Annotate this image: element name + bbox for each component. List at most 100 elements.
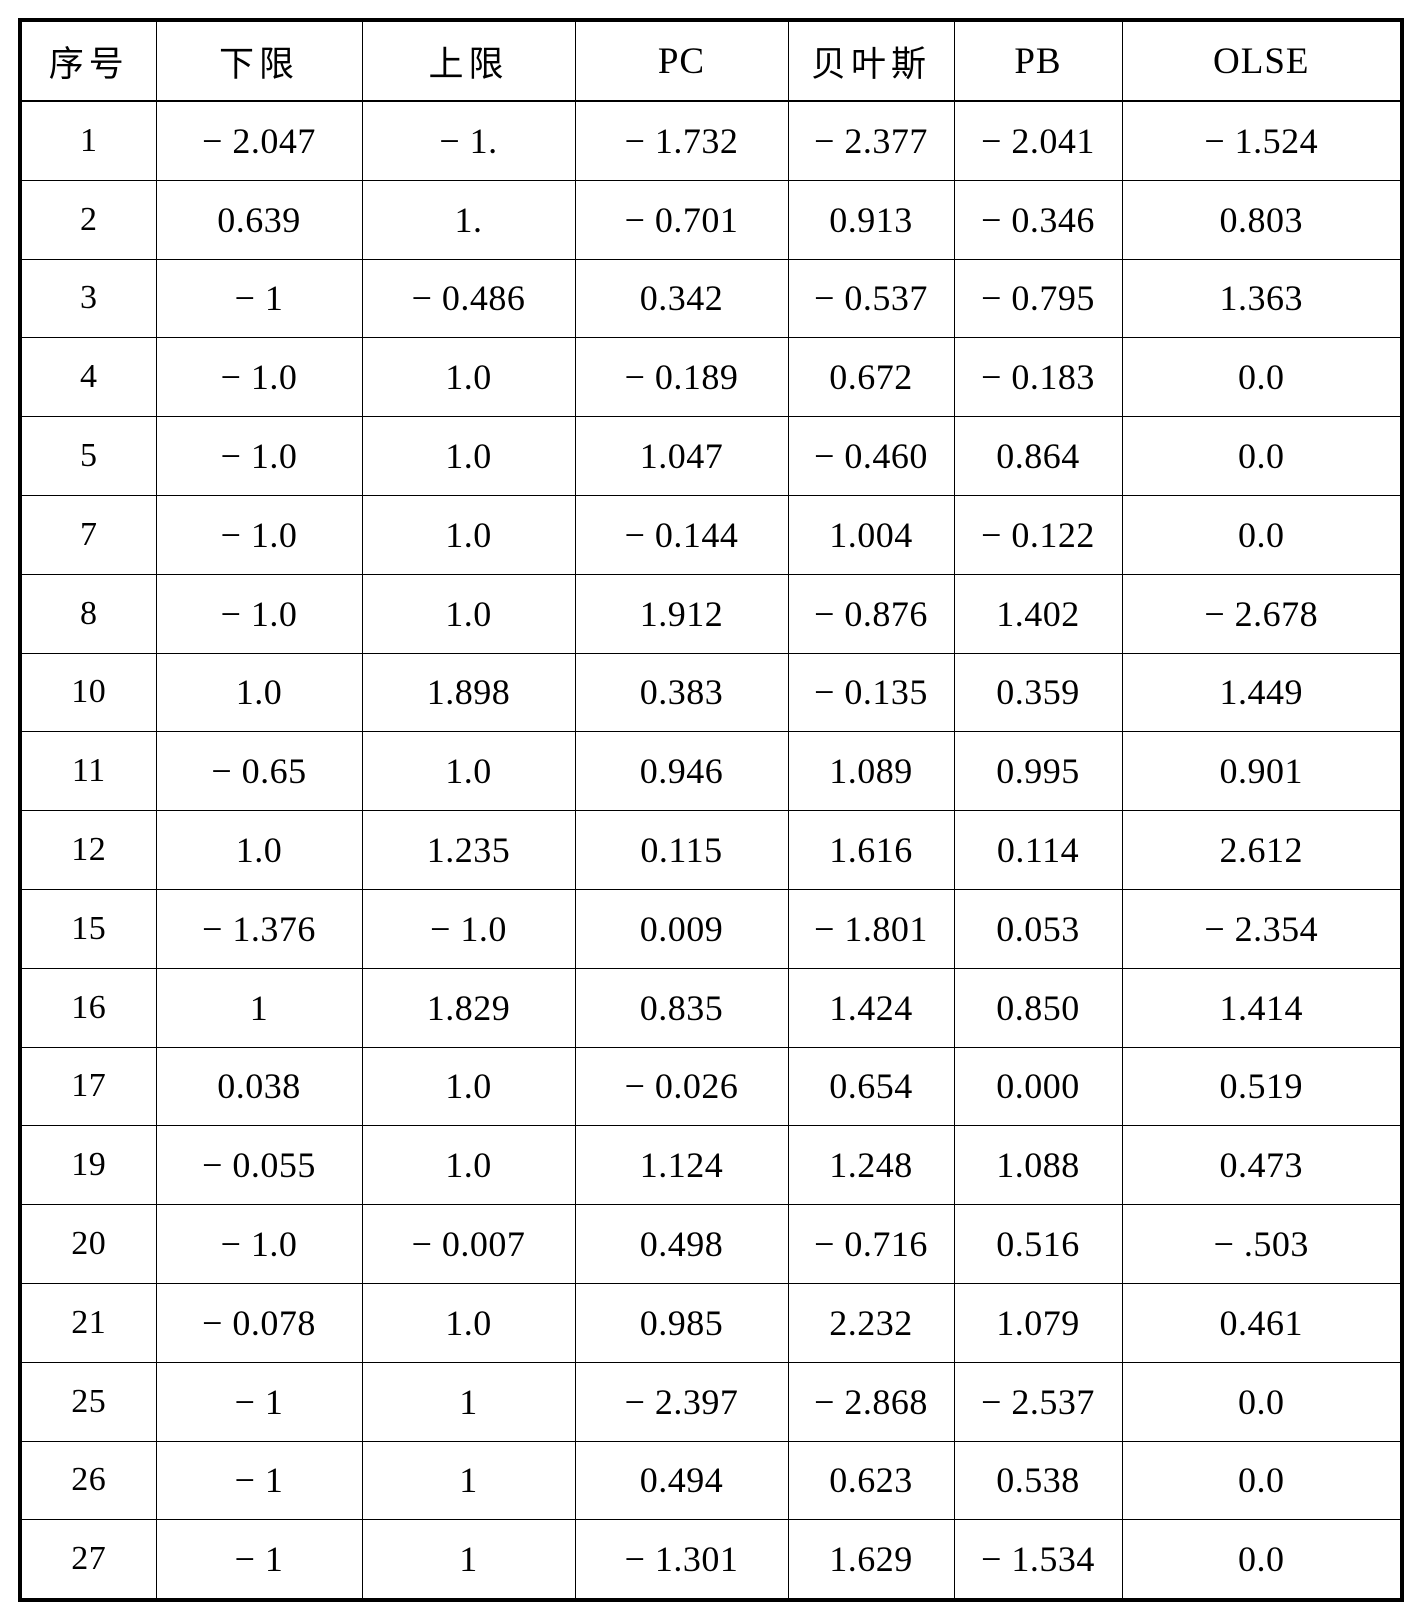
cell-upper: 1.0 [361,1046,576,1127]
table-row: 15− 1.376− 1.0 0.009− 1.801 0.053− 2.354 [19,888,1403,969]
table-row: 5− 1.0 1.0 1.047− 0.460 0.864 0.0 [19,416,1403,496]
cell-idx: 21 [19,1282,157,1363]
table-row: 26− 1 1 0.494 0.623 0.538 0.0 [19,1440,1403,1521]
cell-bayes: 1.004 [787,494,955,575]
cell-idx: 10 [19,652,157,733]
cell-lower: − 1 [155,1519,363,1601]
cell-lower: − 1.376 [155,888,363,969]
cell-olse: − 2.678 [1121,573,1403,654]
cell-olse: 1.449 [1121,652,1403,733]
header-row: 序号 下限 上限 PC 贝叶斯 PB OLSE [19,19,1403,102]
cell-pc: − 1.732 [574,100,789,181]
cell-pb: − 0.795 [953,258,1123,339]
cell-bayes: − 2.868 [787,1361,955,1442]
cell-upper: 1.0 [361,1125,576,1206]
cell-olse: 1.363 [1121,258,1403,339]
table-row: 8− 1.0 1.0 1.912− 0.876 1.402− 2.678 [19,573,1403,654]
cell-bayes: 0.654 [787,1046,955,1127]
cell-bayes: 1.616 [787,810,955,890]
cell-idx: 19 [19,1125,157,1206]
table-row: 17 0.038 1.0− 0.026 0.654 0.000 0.519 [19,1046,1403,1127]
cell-pc: 0.009 [574,888,789,969]
column-header-bayes: 贝叶斯 [787,19,955,102]
cell-bayes: − 0.460 [787,416,955,496]
cell-lower: − 0.078 [155,1282,363,1363]
cell-idx: 12 [19,810,157,890]
cell-pc: 0.115 [574,810,789,890]
cell-upper: 1 [361,1440,576,1521]
cell-pc: 0.985 [574,1282,789,1363]
cell-olse: 0.0 [1121,337,1403,418]
table-row: 16 1 1.829 0.835 1.424 0.850 1.414 [19,967,1403,1048]
cell-pc: 0.946 [574,731,789,812]
cell-olse: 1.414 [1121,967,1403,1048]
cell-lower: 1.0 [155,810,363,890]
column-header-lower: 下限 [155,19,363,102]
cell-upper: 1.0 [361,337,576,418]
cell-bayes: 1.629 [787,1519,955,1601]
cell-pb: − 1.534 [953,1519,1123,1601]
cell-idx: 15 [19,888,157,969]
cell-pc: 1.912 [574,573,789,654]
results-table: 序号 下限 上限 PC 贝叶斯 PB OLSE 1− 2.047− 1. − 1.732− 2… [18,18,1404,1602]
cell-olse: − .503 [1121,1204,1403,1284]
cell-pc: 1.124 [574,1125,789,1206]
cell-idx: 3 [19,258,157,339]
cell-upper: 1. [361,179,576,260]
cell-upper: 1 [361,1519,576,1601]
column-header-upper: 上限 [361,19,576,102]
cell-bayes: − 0.876 [787,573,955,654]
cell-lower: − 1 [155,258,363,339]
cell-olse: − 2.354 [1121,888,1403,969]
cell-olse: 0.0 [1121,1440,1403,1521]
cell-pb: 0.850 [953,967,1123,1048]
cell-pc: − 0.701 [574,179,789,260]
cell-bayes: 2.232 [787,1282,955,1363]
cell-upper: 1.0 [361,494,576,575]
cell-pb: 0.995 [953,731,1123,812]
cell-bayes: 0.913 [787,179,955,260]
cell-upper: 1.898 [361,652,576,733]
cell-idx: 7 [19,494,157,575]
cell-olse: 0.0 [1121,494,1403,575]
cell-lower: − 2.047 [155,100,363,181]
cell-lower: − 1 [155,1440,363,1521]
table-row: 3− 1− 0.486 0.342− 0.537− 0.795 1.363 [19,258,1403,339]
cell-idx: 4 [19,337,157,418]
cell-lower: − 0.055 [155,1125,363,1206]
cell-upper: − 1.0 [361,888,576,969]
cell-bayes: − 2.377 [787,100,955,181]
cell-pc: 0.835 [574,967,789,1048]
cell-lower: 0.639 [155,179,363,260]
cell-pc: 0.342 [574,258,789,339]
cell-upper: 1.0 [361,1282,576,1363]
cell-lower: − 1.0 [155,494,363,575]
cell-pb: 0.000 [953,1046,1123,1127]
cell-lower: 0.038 [155,1046,363,1127]
cell-upper: − 0.486 [361,258,576,339]
cell-bayes: 1.248 [787,1125,955,1206]
cell-upper: 1.235 [361,810,576,890]
table-row: 20− 1.0− 0.007 0.498− 0.716 0.516− .503 [19,1204,1403,1284]
cell-pc: − 0.189 [574,337,789,418]
cell-olse: 0.0 [1121,1519,1403,1601]
cell-olse: 0.901 [1121,731,1403,812]
cell-pb: 0.114 [953,810,1123,890]
cell-upper: 1.0 [361,416,576,496]
cell-pb: − 0.183 [953,337,1123,418]
cell-bayes: 1.424 [787,967,955,1048]
cell-olse: − 1.524 [1121,100,1403,181]
cell-bayes: 1.089 [787,731,955,812]
cell-pb: 0.359 [953,652,1123,733]
table-header: 序号 下限 上限 PC 贝叶斯 PB OLSE [19,19,1403,102]
cell-upper: 1 [361,1361,576,1442]
table-row: 21− 0.078 1.0 0.985 2.232 1.079 0.461 [19,1282,1403,1363]
cell-pc: 1.047 [574,416,789,496]
column-header-pb: PB [953,19,1123,102]
table-body: 1− 2.047− 1. − 1.732− 2.377− 2.041− 1.524… [19,100,1403,1601]
cell-pb: 1.088 [953,1125,1123,1206]
cell-lower: − 1 [155,1361,363,1442]
table-row: 1− 2.047− 1. − 1.732− 2.377− 2.041− 1.524 [19,100,1403,181]
cell-olse: 0.519 [1121,1046,1403,1127]
cell-lower: − 1.0 [155,337,363,418]
